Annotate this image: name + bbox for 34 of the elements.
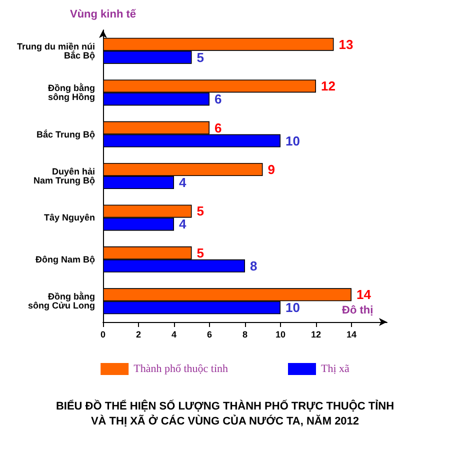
y-tick-label: Đồng bằng sông Hồng <box>48 82 95 102</box>
data-label: 9 <box>268 162 275 177</box>
legend-label: Thị xã <box>320 363 350 375</box>
x-tick-label: 14 <box>346 330 357 340</box>
data-label: 10 <box>286 300 300 316</box>
y-tick-label: Đồng bằng sông Cửu Long <box>28 290 95 311</box>
x-tick-label: 8 <box>242 330 248 340</box>
y-tick-label: Trung du miền núi Bắc Bộ <box>17 41 96 60</box>
x-axis-title: Đô thị <box>342 304 374 316</box>
x-tick-label: 12 <box>310 330 322 340</box>
data-label: 12 <box>321 78 336 94</box>
x-tick-label: 10 <box>275 330 286 340</box>
x-tick-label: 0 <box>100 330 106 340</box>
data-label: 13 <box>338 36 354 52</box>
y-tick-label: Bắc Trung Bộ <box>36 128 96 140</box>
data-label: 8 <box>250 258 258 274</box>
x-tick-label: 4 <box>171 330 177 340</box>
y-axis-title: Vùng kinh tế <box>70 8 137 20</box>
y-tick-label: Tây Nguyên <box>44 212 95 223</box>
data-label: 4 <box>179 175 187 190</box>
data-label: 5 <box>196 245 204 260</box>
data-label: 14 <box>356 287 372 302</box>
data-label: 6 <box>214 120 222 136</box>
data-label: 10 <box>286 133 300 148</box>
data-label: 6 <box>214 92 222 107</box>
y-tick-label: Duyên hải Nam Trung Bộ <box>33 166 96 186</box>
data-label: 5 <box>196 50 204 65</box>
data-label: 4 <box>179 216 187 232</box>
legend-label: Thành phố thuộc tỉnh <box>134 363 228 375</box>
text: BIỂU ĐỒ THỂ HIỆN SỐ LƯỢNG THÀNH PHỐ TRỰC THUỘC TỈNH VÀ THỊ XÃ Ở CÁC VÙNG CỦA NƯỚC TA, NĂM 2012 <box>56 400 394 428</box>
x-tick-label: 6 <box>206 330 212 340</box>
x-tick-label: 2 <box>136 330 142 340</box>
y-tick-label: Đông Nam Bộ <box>36 254 96 264</box>
data-label: 5 <box>196 204 204 219</box>
